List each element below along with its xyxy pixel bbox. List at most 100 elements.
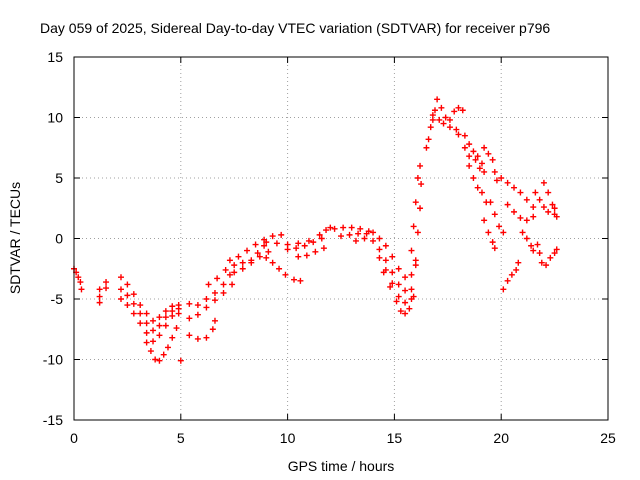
data-point [481,168,488,175]
data-point [137,310,144,317]
data-point [395,265,402,272]
data-point [156,332,163,339]
data-point [235,253,242,260]
data-point [320,245,327,252]
data-point [500,229,507,236]
data-point [453,126,460,133]
data-point [511,184,518,191]
data-point [117,286,124,293]
data-point [209,326,216,333]
x-tick-label: 5 [177,430,185,446]
x-tick-label: 0 [70,430,78,446]
data-point [263,254,270,261]
data-point [156,322,163,329]
data-point [532,189,539,196]
data-point [214,275,221,282]
data-point [156,314,163,321]
y-tick-label: 15 [47,49,63,65]
x-tick-labels: 0 5 10 15 20 25 [70,430,616,446]
data-point [150,338,157,345]
data-point [434,96,441,103]
data-point [340,224,347,231]
data-point [485,150,492,157]
data-point [295,253,302,260]
data-point [194,311,201,318]
data-point [265,248,272,255]
data-point [220,281,227,288]
data-point [487,199,494,206]
data-point [446,124,453,131]
data-point [496,223,503,230]
data-point [491,168,498,175]
data-point [143,320,150,327]
data-point [77,279,84,286]
data-point [476,165,483,172]
data-point [352,237,359,244]
data-point [508,271,515,278]
data-point [466,141,473,148]
data-point [211,289,218,296]
data-point [177,357,184,364]
data-point [130,310,137,317]
x-tick-label: 20 [493,430,509,446]
y-tick-label: -15 [43,412,63,428]
data-point [489,156,496,163]
data-point [376,235,383,242]
data-point [143,339,150,346]
data-point [478,160,485,167]
data-point [220,289,227,296]
data-point [491,211,498,218]
data-point [295,240,302,247]
data-point [78,286,85,293]
data-point [418,181,425,188]
data-point [517,214,524,221]
data-point [485,229,492,236]
data-point [515,259,522,266]
data-point [461,132,468,139]
data-point [382,242,389,249]
data-point [425,136,432,143]
data-point [254,250,261,257]
data-point [186,300,193,307]
data-point [248,259,255,266]
data-point [402,299,409,306]
data-point [549,201,556,208]
data-point [395,281,402,288]
data-point [297,277,304,284]
data-point [226,257,233,264]
data-point [103,285,110,292]
data-point [124,292,131,299]
y-tick-label: 0 [55,231,63,247]
data-point [493,177,500,184]
data-point [150,317,157,324]
data-point [194,335,201,342]
data-point [226,271,233,278]
data-point [387,283,394,290]
data-point [327,224,334,231]
data-point [489,239,496,246]
data-point [291,276,298,283]
data-point [173,325,180,332]
data-point [370,237,377,244]
data-point [540,204,547,211]
data-point [429,116,436,123]
data-point [431,107,438,114]
data-point [162,314,169,321]
data-point [323,227,330,234]
data-point [211,317,218,324]
data-point [470,148,477,155]
data-point [538,259,545,266]
data-point [231,269,238,276]
data-point [536,196,543,203]
data-point [269,259,276,266]
data-point [130,300,137,307]
data-point [312,248,319,255]
data-point [389,269,396,276]
data-point [261,242,268,249]
data-point [481,217,488,224]
x-tick-label: 10 [280,430,296,446]
data-point [472,156,479,163]
y-tick-label: -5 [51,291,64,307]
data-point [282,271,289,278]
